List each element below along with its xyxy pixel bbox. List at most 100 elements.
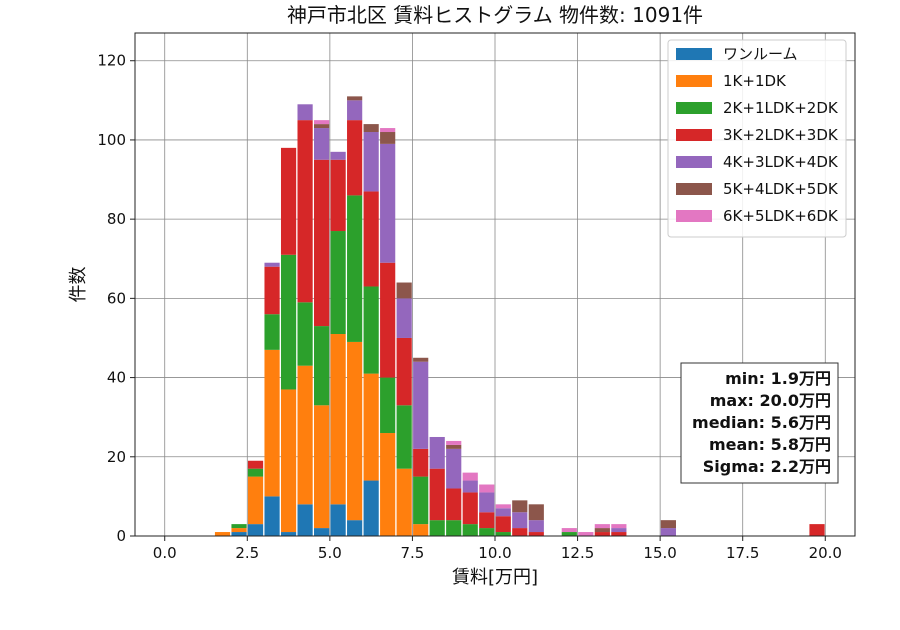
bar-segment: [347, 195, 363, 342]
bar-segment: [247, 468, 264, 477]
legend-swatch: [676, 129, 712, 141]
stats-line: Sigma: 2.2万円: [703, 457, 831, 476]
bar-segment: [363, 191, 379, 287]
bar-segment: [512, 528, 528, 536]
x-tick-label: 5.0: [318, 544, 342, 562]
bar-segment: [809, 524, 825, 536]
stats-line: mean: 5.8万円: [709, 435, 831, 454]
bar-segment: [330, 334, 346, 505]
bar-segment: [512, 512, 528, 529]
bar-segment: [396, 298, 412, 338]
bar-segment: [380, 143, 396, 263]
bar-segment: [660, 520, 676, 529]
bar-segment: [479, 512, 495, 529]
bar-segment: [528, 504, 544, 521]
bar-segment: [231, 524, 247, 529]
histogram-bars: [214, 96, 825, 536]
bar-segment: [512, 500, 528, 513]
x-tick-label: 2.5: [235, 544, 259, 562]
bar-segment: [611, 532, 627, 536]
bar-segment: [363, 286, 379, 374]
bar-segment: [314, 120, 330, 125]
bar-segment: [380, 377, 396, 434]
bar-segment: [297, 365, 313, 505]
x-axis-ticks: 0.0 2.5 5.0 7.5 10.0 12.5 15.0 17.5 20.0: [153, 536, 842, 562]
legend-label: 6K+5LDK+6DK: [723, 207, 839, 225]
bar-segment: [660, 528, 676, 536]
bar-segment: [479, 528, 495, 536]
bar-segment: [413, 361, 429, 449]
bar-segment: [413, 476, 429, 525]
y-axis-title: 件数: [68, 267, 89, 303]
bar-segment: [214, 532, 231, 536]
stats-line: max: 20.0万円: [710, 391, 831, 410]
legend-frame: [667, 39, 847, 238]
x-axis-title: 賃料[万円]: [452, 567, 538, 588]
legend-label: 4K+3LDK+4DK: [723, 153, 839, 171]
bar-segment: [247, 476, 264, 525]
bar-segment: [495, 516, 511, 533]
bar-segment: [347, 100, 363, 121]
bar-segment: [231, 532, 247, 536]
bar-segment: [297, 120, 313, 303]
bar-segment: [429, 468, 445, 521]
bar-segment: [594, 528, 610, 533]
bar-segment: [462, 492, 478, 525]
y-tick-label: 60: [107, 289, 126, 307]
bar-segment: [264, 266, 280, 315]
bar-segment: [264, 262, 280, 267]
y-tick-label: 80: [107, 210, 126, 228]
bar-segment: [413, 357, 429, 362]
y-tick-label: 120: [97, 52, 126, 70]
bar-segment: [231, 528, 247, 533]
bar-segment: [594, 524, 610, 529]
x-tick-label: 0.0: [153, 544, 177, 562]
legend-label: 1K+1DK: [723, 72, 787, 90]
bar-segment: [314, 326, 330, 406]
bar-segment: [297, 104, 313, 121]
bar-segment: [611, 524, 627, 529]
bar-segment: [396, 405, 412, 469]
bar-segment: [429, 520, 445, 536]
legend-label: ワンルーム: [723, 45, 798, 63]
bar-segment: [264, 496, 280, 536]
legend: ワンルーム 1K+1DK 2K+1LDK+2DK 3K+2LDK+3DK 4K+3LDK…: [667, 39, 847, 238]
bar-segment: [297, 302, 313, 366]
bar-segment: [413, 524, 429, 536]
x-tick-label: 20.0: [809, 544, 842, 562]
y-axis-ticks: 0 20 40 60 80 100 120: [97, 52, 135, 545]
bar-segment: [446, 520, 462, 536]
bar-segment: [347, 520, 363, 536]
bar-segment: [363, 373, 379, 481]
bar-segment: [479, 484, 495, 493]
bar-segment: [462, 524, 478, 536]
bar-segment: [280, 147, 297, 255]
bar-segment: [330, 504, 346, 536]
bar-segment: [380, 433, 396, 536]
bar-segment: [561, 528, 577, 533]
bar-segment: [446, 448, 462, 489]
stats-box-frame: [680, 362, 839, 484]
bar-segment: [330, 159, 346, 232]
bar-segment: [314, 124, 330, 129]
bar-segment: [528, 532, 544, 536]
bar-segment: [347, 96, 363, 101]
bar-segment: [280, 389, 297, 533]
bar-segment: [314, 528, 330, 536]
bar-segment: [462, 472, 478, 481]
bar-segment: [446, 488, 462, 521]
legend-swatch: [676, 102, 712, 114]
bar-segment: [330, 231, 346, 335]
legend-swatch: [676, 183, 712, 195]
bar-segment: [363, 124, 379, 133]
bar-segment: [479, 492, 495, 513]
bar-segment: [247, 524, 264, 536]
x-tick-label: 15.0: [643, 544, 676, 562]
bar-segment: [495, 504, 511, 509]
bar-segment: [611, 528, 627, 533]
bar-segment: [264, 314, 280, 350]
bar-segment: [594, 532, 610, 536]
bar-segment: [314, 128, 330, 160]
bar-segment: [429, 436, 445, 469]
x-tick-label: 17.5: [726, 544, 759, 562]
